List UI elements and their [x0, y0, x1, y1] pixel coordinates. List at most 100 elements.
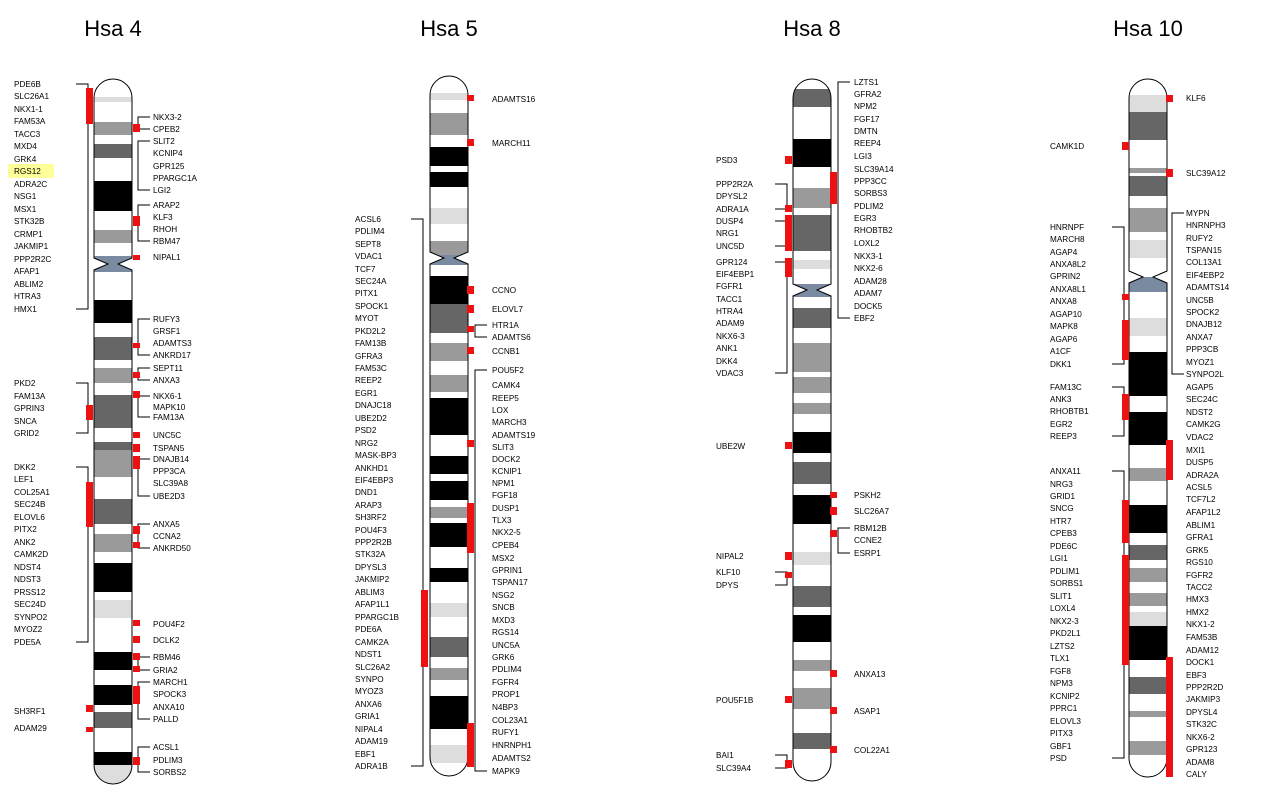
chromosome-band	[94, 80, 132, 97]
gene-label-right: UNC5B	[1186, 296, 1214, 305]
gene-label-left: GRID1	[1050, 492, 1075, 501]
chromosome-band	[430, 518, 468, 523]
locus-marker-left	[86, 482, 93, 527]
gene-label-left: SH3RF2	[355, 513, 387, 522]
chromosome-band	[430, 224, 468, 241]
gene-label-left: A1CF	[1050, 347, 1071, 356]
gene-label-right: PROP1	[492, 690, 520, 699]
locus-marker-right	[467, 723, 474, 767]
gene-bracket-right	[474, 369, 487, 772]
chromosome-band	[430, 568, 468, 582]
gene-label-right: FGFR2	[1186, 571, 1213, 580]
locus-marker-left	[86, 705, 93, 712]
locus-marker-left	[1122, 555, 1129, 665]
chromosome-band	[1129, 196, 1167, 208]
chromosome-band	[430, 265, 468, 276]
gene-label-right: RBM46	[153, 653, 181, 662]
gene-label-right: TACC2	[1186, 583, 1213, 592]
gene-label-right: ESRP1	[854, 549, 881, 558]
chromosome-band	[94, 122, 132, 135]
gene-label-left: DKK1	[1050, 360, 1072, 369]
gene-label-left: GBF1	[1050, 742, 1072, 751]
gene-label-right: MARCH3	[492, 418, 527, 427]
gene-label-right: NIPAL1	[153, 253, 181, 262]
gene-label-right: DMTN	[854, 127, 878, 136]
chromosome-band	[430, 456, 468, 474]
chromosome-band	[1129, 717, 1167, 741]
gene-label-right: SPOCK2	[1186, 308, 1220, 317]
gene-label-right: EBF3	[1186, 671, 1207, 680]
gene-label-left: HTR7	[1050, 517, 1072, 526]
gene-label-right: EIF4EBP2	[1186, 271, 1225, 280]
locus-marker-right	[830, 507, 837, 515]
chromosome-band	[793, 565, 831, 586]
gene-label-left: GPR124	[716, 258, 748, 267]
gene-label-right: COL22A1	[854, 746, 890, 755]
chromosome-band	[1129, 173, 1167, 176]
chromosome-band	[1129, 318, 1167, 336]
gene-label-left: GPRIN2	[1050, 272, 1081, 281]
gene-label-right: ASAP1	[854, 707, 881, 716]
gene-label-left: CPEB3	[1050, 529, 1077, 538]
gene-label-right: SEPT11	[153, 364, 183, 373]
locus-marker-left	[421, 590, 428, 667]
gene-label-left: LOXL4	[1050, 604, 1076, 613]
chromosome-band	[94, 144, 132, 158]
locus-marker-right	[133, 686, 140, 704]
chromosome-band	[1129, 208, 1167, 232]
gene-label-right: MXI1	[1186, 446, 1206, 455]
chromosome-band	[430, 320, 468, 333]
gene-label-right: NKX2-5	[492, 528, 521, 537]
chromosome-band	[1129, 568, 1167, 582]
chromosome-band	[1129, 95, 1167, 112]
gene-label-left: FAM13A	[14, 392, 46, 401]
gene-label-left: STK32B	[14, 217, 45, 226]
chromosome-band	[430, 241, 468, 255]
chromosome-band	[430, 135, 468, 147]
gene-label-right: SEC24C	[1186, 395, 1218, 404]
gene-label-left: BAI1	[716, 751, 734, 760]
chromosome-band	[1129, 176, 1167, 196]
gene-label-right: ACSL1	[153, 743, 179, 752]
chromosome-band	[1129, 593, 1167, 606]
gene-label-right: CCNO	[492, 286, 516, 295]
gene-label-right: MYPN	[1186, 209, 1210, 218]
chromosome-band	[793, 139, 831, 167]
chromosome-band	[793, 372, 831, 377]
gene-label-left: DPYS	[716, 581, 739, 590]
gene-label-right: TSPAN17	[492, 578, 528, 587]
gene-label-left: LGI1	[1050, 554, 1068, 563]
chromosome-bands	[94, 80, 132, 783]
gene-label-left: NSG1	[14, 192, 37, 201]
chromosome-band	[1129, 505, 1167, 533]
gene-label-left: PPP2R2A	[716, 180, 753, 189]
gene-label-left: UBE2D2	[355, 414, 387, 423]
gene-label-left: ADAM29	[14, 724, 47, 733]
locus-marker-right	[830, 746, 837, 753]
chromosome-band	[94, 752, 132, 765]
gene-label-left: REEP3	[1050, 432, 1077, 441]
gene-label-left: GRID2	[14, 429, 39, 438]
locus-marker-left	[785, 552, 792, 560]
gene-label-right: CPEB2	[153, 125, 180, 134]
gene-label-left: NRG2	[355, 439, 378, 448]
gene-label-left: MYOZ3	[355, 687, 384, 696]
locus-marker-right	[133, 757, 140, 765]
chromosome-band	[793, 208, 831, 215]
chromosome-band	[94, 323, 132, 337]
gene-label-right: KCNIP4	[153, 149, 183, 158]
gene-label-right: DPYSL4	[1186, 708, 1218, 717]
gene-label-right: NKX1-2	[1186, 620, 1215, 629]
gene-label-left: GRK4	[14, 155, 37, 164]
chromosome-band	[793, 462, 831, 484]
locus-marker-left	[1122, 320, 1129, 360]
locus-marker-left	[785, 696, 792, 703]
chromosome-band	[793, 484, 831, 495]
gene-label-right: FGF18	[492, 491, 518, 500]
chromosome-band	[430, 617, 468, 637]
chromosome-band	[94, 272, 132, 300]
locus-marker-left	[86, 727, 93, 732]
gene-bracket-left	[411, 218, 424, 767]
chromosome-band	[793, 432, 831, 453]
gene-label-left: POU4F3	[355, 526, 387, 535]
